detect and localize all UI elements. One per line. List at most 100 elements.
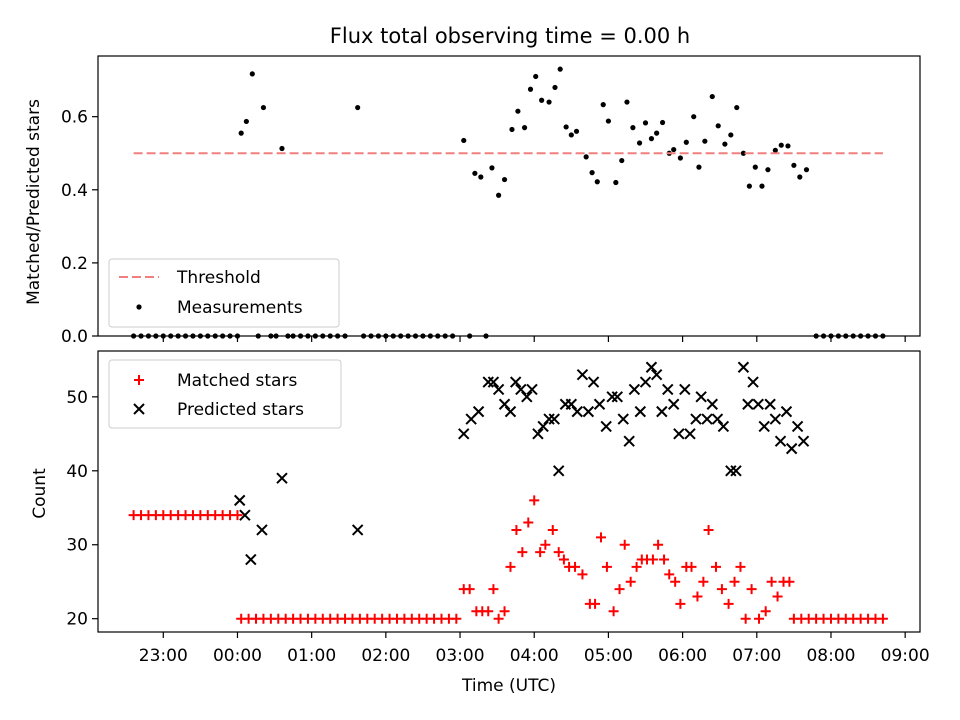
- matched-star-point: [601, 561, 612, 572]
- matched-star-point: [703, 524, 714, 535]
- matched-star-point: [451, 613, 462, 624]
- predicted-star-point: [576, 368, 589, 381]
- measurement-point: [527, 86, 534, 92]
- predicted-star-point: [673, 428, 685, 440]
- matched-star-point: [523, 517, 534, 528]
- predicted-star-point: [628, 383, 641, 396]
- predicted-star-point: [458, 428, 470, 440]
- measurement-point: [563, 124, 569, 130]
- predicted-star-point: [233, 494, 246, 507]
- predicted-stars-series: [233, 361, 810, 566]
- predicted-star-point: [717, 420, 730, 433]
- bottom-legend-box: [108, 359, 342, 429]
- x-tick-label: 01:00: [287, 646, 336, 666]
- measurement-point: [683, 139, 689, 145]
- matched-star-point: [746, 584, 757, 595]
- top-y-ticks: 0.0 0.2 0.4 0.6: [61, 108, 98, 347]
- measurement-point: [659, 119, 666, 126]
- predicted-star-point: [764, 398, 776, 410]
- legend-measurements-swatch: [136, 304, 142, 310]
- predicted-star-point: [656, 405, 668, 418]
- predicted-star-point: [791, 420, 804, 433]
- measurement-point: [619, 157, 625, 164]
- predicted-star-point: [565, 398, 578, 410]
- measurement-point: [765, 167, 771, 173]
- predicted-star-point: [737, 361, 750, 373]
- matched-star-point: [505, 561, 516, 572]
- matched-star-point: [483, 606, 494, 617]
- bottom-legend: Matched stars Predicted stars: [108, 359, 342, 429]
- measurement-point: [461, 137, 467, 144]
- top-y-tick-label: 0.4: [61, 181, 88, 201]
- legend-predicted-swatch: [133, 403, 145, 415]
- predicted-star-point: [706, 398, 718, 410]
- predicted-star-point: [730, 465, 742, 477]
- predicted-star-point: [690, 413, 702, 425]
- predicted-star-point: [548, 413, 560, 425]
- predicted-star-point: [537, 420, 549, 433]
- matched-star-point: [511, 524, 522, 535]
- predicted-star-point: [742, 398, 754, 410]
- measurement-point: [249, 71, 255, 77]
- predicted-star-point: [679, 383, 691, 396]
- measurement-point: [759, 183, 765, 189]
- measurement-point: [671, 146, 677, 153]
- matched-star-point: [675, 598, 686, 609]
- measurement-point: [521, 125, 528, 131]
- matched-star-point: [517, 547, 528, 558]
- measurement-point: [605, 118, 612, 124]
- measurement-point: [533, 73, 539, 80]
- top-legend-box: [108, 258, 340, 328]
- matched-star-point: [772, 591, 783, 602]
- predicted-star-point: [492, 383, 505, 396]
- matched-star-point: [647, 554, 658, 565]
- matched-star-point: [698, 576, 709, 587]
- top-y-tick-label: 0.2: [61, 254, 88, 274]
- matched-star-point: [577, 569, 588, 580]
- matched-star-point: [653, 539, 664, 550]
- matched-star-point: [570, 561, 581, 572]
- matched-star-point: [529, 495, 540, 506]
- matched-star-point: [664, 569, 675, 580]
- measurement-point: [509, 126, 515, 133]
- x-tick-label: 07:00: [732, 646, 781, 666]
- legend-measurements-label: Measurements: [177, 298, 303, 318]
- measurement-point: [740, 150, 747, 156]
- predicted-star-point: [623, 435, 635, 447]
- measurement-point: [478, 174, 484, 180]
- bottom-y-tick-label: 50: [66, 388, 88, 408]
- predicted-star-point: [752, 398, 764, 410]
- matched-star-point: [729, 576, 740, 587]
- matched-star-point: [488, 584, 499, 595]
- matched-star-point: [877, 613, 888, 624]
- predicted-star-point: [571, 405, 583, 418]
- predicted-star-point: [504, 405, 517, 418]
- x-tick-label: 05:00: [584, 646, 633, 666]
- measurement-point: [797, 174, 803, 180]
- bottom-y-ticks: 20 30 40 50: [66, 388, 98, 630]
- measurement-point: [583, 154, 589, 160]
- matched-star-point: [716, 584, 727, 595]
- bottom-y-axis-label: Count: [30, 468, 50, 519]
- measurements-series: [131, 66, 886, 339]
- measurement-point: [803, 167, 810, 173]
- predicted-star-point: [587, 376, 600, 388]
- top-y-axis-label: Matched/Predicted stars: [24, 99, 44, 305]
- matched-star-point: [784, 576, 795, 587]
- measurement-point: [778, 142, 784, 148]
- top-y-tick-label: 0.0: [61, 327, 88, 347]
- matched-star-point: [590, 598, 601, 609]
- legend-matched-label: Matched stars: [177, 371, 297, 391]
- predicted-star-point: [239, 509, 251, 521]
- predicted-star-point: [780, 405, 793, 418]
- measurement-point: [734, 104, 740, 111]
- predicted-star-point: [498, 398, 511, 410]
- matched-star-point: [619, 539, 630, 550]
- predicted-star-point: [650, 368, 663, 381]
- measurement-point: [243, 118, 249, 125]
- matched-star-point: [232, 510, 243, 521]
- predicted-star-point: [526, 383, 538, 396]
- measurement-point: [624, 99, 630, 105]
- matched-star-point: [608, 606, 619, 617]
- predicted-star-point: [725, 465, 737, 477]
